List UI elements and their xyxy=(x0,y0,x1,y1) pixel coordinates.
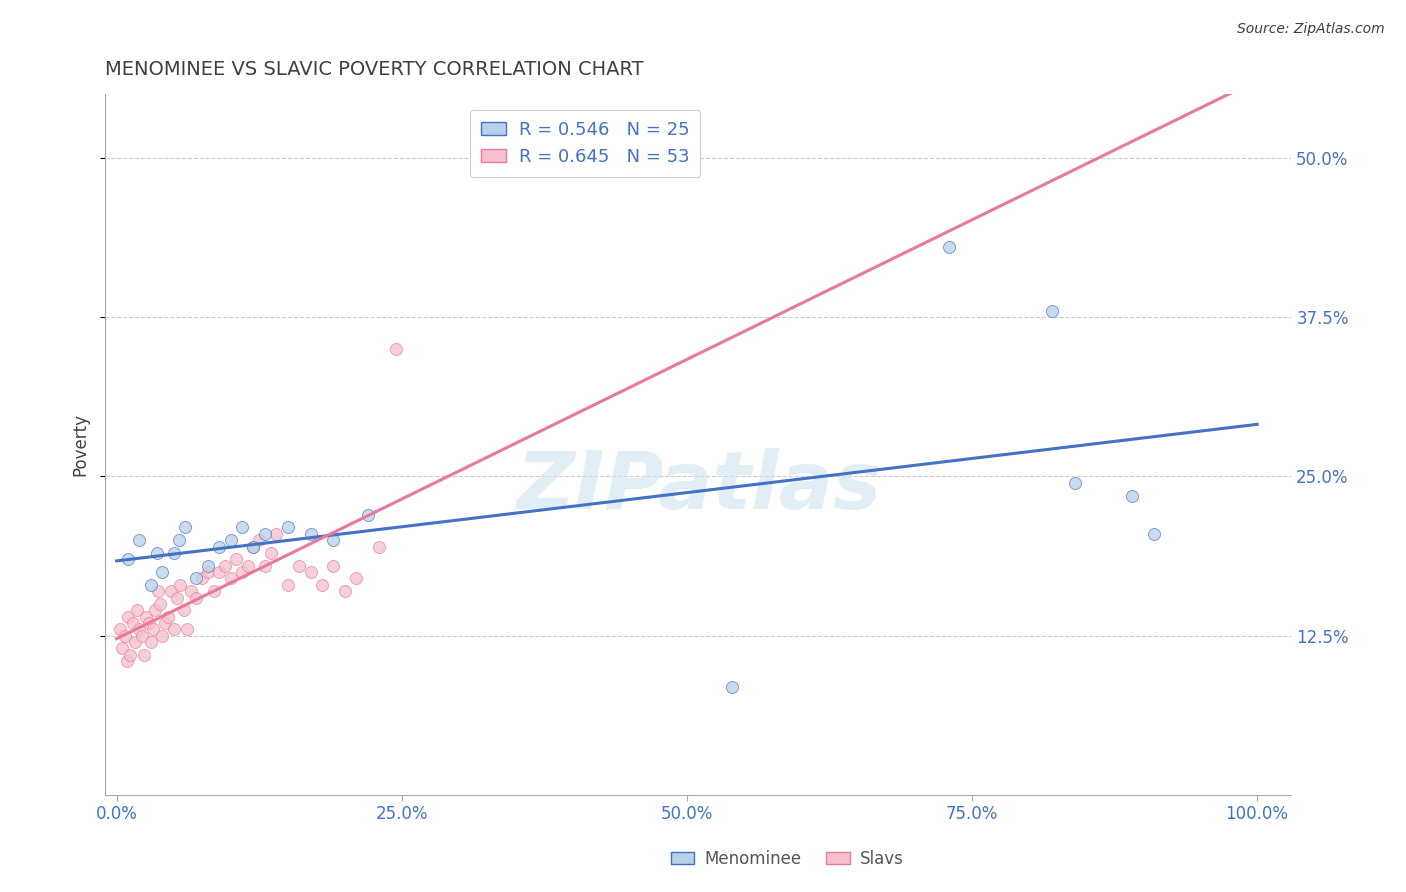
Point xyxy=(139,635,162,649)
Point xyxy=(180,584,202,599)
Point xyxy=(219,533,242,548)
Point xyxy=(1063,475,1085,490)
Legend: Menominee, Slavs: Menominee, Slavs xyxy=(665,844,910,875)
Point xyxy=(163,623,186,637)
Point xyxy=(150,565,173,579)
Point xyxy=(208,540,231,554)
Point xyxy=(236,558,259,573)
Point xyxy=(231,565,253,579)
Point xyxy=(128,623,150,637)
Point xyxy=(186,591,208,605)
Point xyxy=(277,578,299,592)
Point xyxy=(186,571,208,585)
Point xyxy=(266,526,288,541)
Point xyxy=(117,609,139,624)
Point xyxy=(231,520,253,534)
Point xyxy=(344,571,367,585)
Point xyxy=(153,615,176,630)
Point xyxy=(1143,526,1166,541)
Point xyxy=(120,648,142,662)
Point xyxy=(242,540,264,554)
Point xyxy=(938,240,960,254)
Point xyxy=(311,578,333,592)
Point xyxy=(259,546,281,560)
Point xyxy=(202,584,225,599)
Point xyxy=(149,597,172,611)
Point xyxy=(322,533,344,548)
Point xyxy=(169,533,191,548)
Point xyxy=(385,342,408,356)
Point xyxy=(299,565,322,579)
Y-axis label: Poverty: Poverty xyxy=(72,413,89,476)
Point xyxy=(197,558,219,573)
Point xyxy=(160,584,183,599)
Point xyxy=(197,565,219,579)
Text: ZIPatlas: ZIPatlas xyxy=(516,448,880,525)
Point xyxy=(242,540,264,554)
Point xyxy=(108,623,131,637)
Point xyxy=(124,635,146,649)
Point xyxy=(135,609,157,624)
Point xyxy=(299,526,322,541)
Point xyxy=(1121,489,1143,503)
Point xyxy=(1040,303,1063,318)
Point xyxy=(146,584,169,599)
Point xyxy=(114,629,136,643)
Point xyxy=(322,558,344,573)
Point xyxy=(219,571,242,585)
Point xyxy=(127,603,149,617)
Point xyxy=(356,508,378,522)
Point xyxy=(368,540,391,554)
Text: MENOMINEE VS SLAVIC POVERTY CORRELATION CHART: MENOMINEE VS SLAVIC POVERTY CORRELATION … xyxy=(105,60,644,78)
Point xyxy=(128,533,150,548)
Point xyxy=(117,552,139,566)
Point xyxy=(253,558,276,573)
Point xyxy=(214,558,236,573)
Point xyxy=(145,546,167,560)
Point xyxy=(288,558,311,573)
Point xyxy=(247,533,270,548)
Point xyxy=(138,615,160,630)
Point xyxy=(132,648,155,662)
Point xyxy=(145,603,167,617)
Point xyxy=(174,520,197,534)
Point xyxy=(277,520,299,534)
Point xyxy=(333,584,356,599)
Legend: R = 0.546   N = 25, R = 0.645   N = 53: R = 0.546 N = 25, R = 0.645 N = 53 xyxy=(470,110,700,177)
Point xyxy=(131,629,153,643)
Point xyxy=(176,623,198,637)
Point xyxy=(142,623,165,637)
Point xyxy=(115,654,138,668)
Point xyxy=(150,629,173,643)
Point xyxy=(156,609,179,624)
Point xyxy=(225,552,247,566)
Point xyxy=(163,546,186,560)
Point xyxy=(169,578,191,592)
Point xyxy=(191,571,214,585)
Point xyxy=(166,591,188,605)
Point xyxy=(121,615,143,630)
Point xyxy=(111,641,134,656)
Point xyxy=(253,526,276,541)
Point xyxy=(208,565,231,579)
Point xyxy=(173,603,195,617)
Point xyxy=(721,680,744,694)
Point xyxy=(139,578,162,592)
Text: Source: ZipAtlas.com: Source: ZipAtlas.com xyxy=(1237,22,1385,37)
